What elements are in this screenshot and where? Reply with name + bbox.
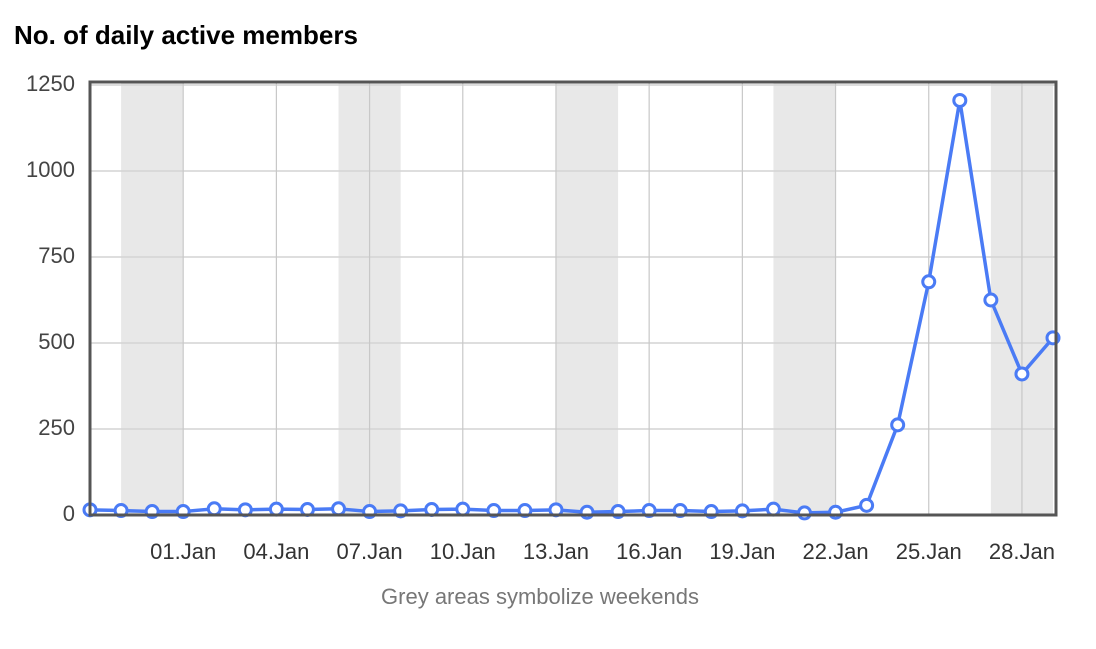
data-point [890, 417, 906, 433]
x-tick-label: 22.Jan [803, 539, 869, 564]
data-point [983, 292, 999, 308]
data-point [206, 501, 222, 517]
y-tick-label: 1000 [26, 157, 75, 182]
data-point [268, 501, 284, 517]
data-point [331, 501, 347, 517]
weekend-band [773, 82, 836, 515]
x-axis-title: Grey areas symbolize weekends [381, 584, 699, 609]
y-tick-label: 500 [38, 329, 75, 354]
x-tick-label: 19.Jan [709, 539, 775, 564]
data-point [796, 505, 812, 521]
y-tick-label: 0 [63, 501, 75, 526]
data-point [952, 92, 968, 108]
y-tick-label: 750 [38, 243, 75, 268]
x-tick-label: 13.Jan [523, 539, 589, 564]
plot-frame [88, 80, 1058, 517]
data-point [455, 501, 471, 517]
data-point [765, 501, 781, 517]
data-point [921, 274, 937, 290]
data-point [1014, 366, 1030, 382]
weekend-band [555, 82, 619, 515]
x-tick-label: 28.Jan [989, 539, 1055, 564]
chart-title: No. of daily active members [14, 20, 358, 50]
x-tick-label: 07.Jan [337, 539, 403, 564]
x-tick-label: 04.Jan [243, 539, 309, 564]
x-tick-label: 01.Jan [150, 539, 216, 564]
x-tick-label: 16.Jan [616, 539, 682, 564]
weekend-band [121, 82, 184, 515]
x-tick-label: 25.Jan [896, 539, 962, 564]
y-tick-label: 1250 [26, 71, 75, 96]
x-tick-label: 10.Jan [430, 539, 496, 564]
data-point [859, 497, 875, 513]
y-tick-label: 250 [38, 415, 75, 440]
